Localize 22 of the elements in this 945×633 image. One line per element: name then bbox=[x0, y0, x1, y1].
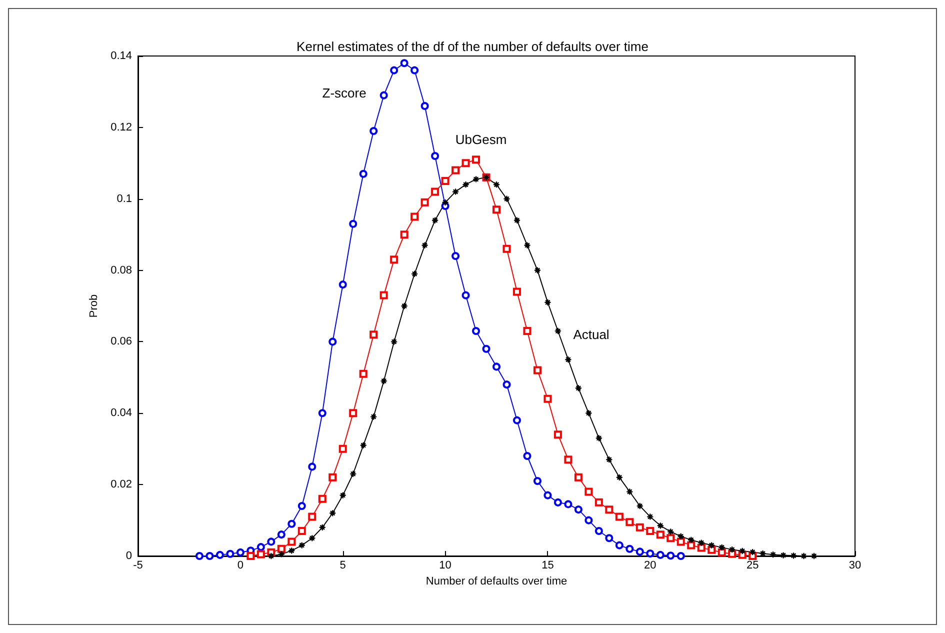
x-tick-label: 30 bbox=[848, 560, 862, 572]
series-label: Z-score bbox=[322, 86, 366, 101]
x-tick-label: 0 bbox=[237, 560, 244, 572]
series-label: UbGesm bbox=[455, 132, 507, 148]
y-tick-label: 0 bbox=[126, 550, 132, 562]
x-tick-label: 25 bbox=[746, 560, 759, 572]
y-tick-label: 0.06 bbox=[110, 336, 132, 348]
x-tick-label: 20 bbox=[644, 560, 656, 572]
y-tick-label: 0.08 bbox=[110, 264, 132, 276]
y-axis-title: Prob bbox=[88, 294, 100, 318]
y-tick-label: 0.02 bbox=[110, 478, 132, 491]
y-tick-label: 0.14 bbox=[110, 50, 132, 62]
x-tick-label: 15 bbox=[542, 560, 554, 572]
x-axis-title: Number of defaults over time bbox=[426, 576, 568, 588]
y-tick-label: 0.1 bbox=[116, 192, 132, 205]
y-tick-label: 0.04 bbox=[110, 407, 132, 420]
x-tick-label: 5 bbox=[340, 560, 346, 572]
series-label: Actual bbox=[573, 326, 610, 342]
x-tick-label: -5 bbox=[133, 560, 143, 572]
y-tick-label: 0.12 bbox=[110, 121, 132, 134]
chart-title: Kernel estimates of the df of the number of defaults over time bbox=[296, 39, 648, 54]
x-tick-label: 10 bbox=[439, 560, 452, 572]
